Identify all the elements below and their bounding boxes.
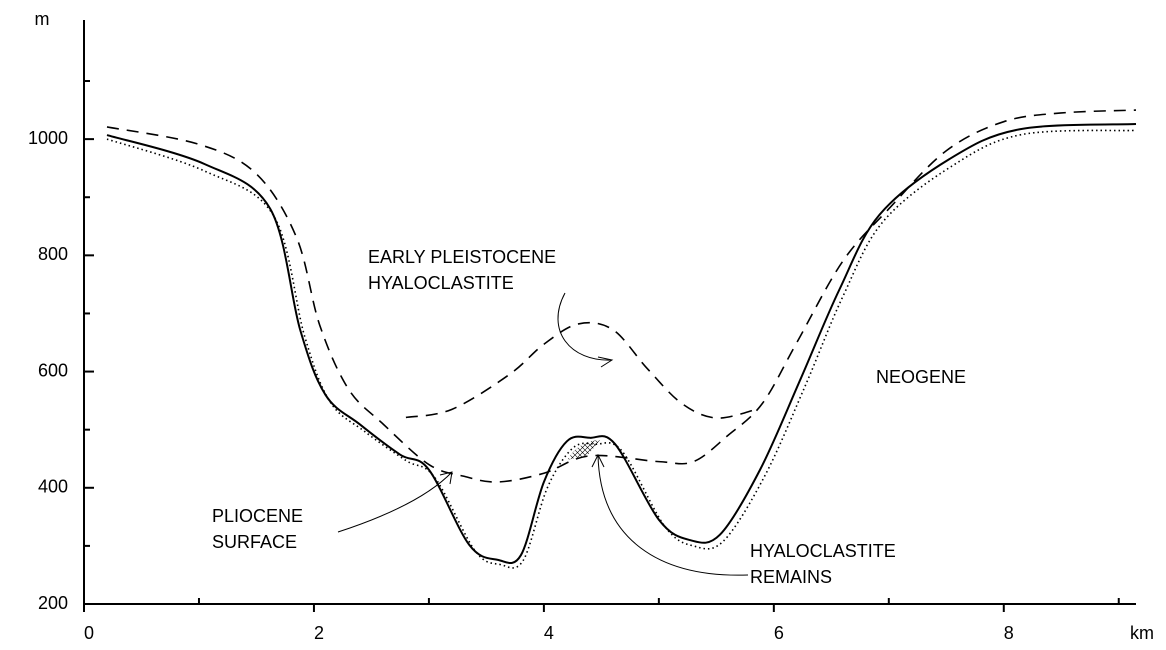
annotation: PLIOCENE	[212, 506, 303, 526]
profile-line	[106, 109, 1137, 483]
y-tick-label: 200	[38, 593, 68, 613]
x-tick-label: 0	[84, 623, 94, 643]
profile-line	[106, 129, 1137, 569]
arrow	[597, 454, 749, 576]
arrow	[337, 471, 453, 533]
x-tick-label: 8	[1004, 623, 1014, 643]
annotation: REMAINS	[750, 567, 832, 587]
x-axis-label: km	[1130, 623, 1154, 643]
annotation: EARLY PLEISTOCENE	[368, 247, 556, 267]
profile-line	[106, 123, 1137, 565]
annotation: HYALOCLASTITE	[750, 541, 896, 561]
arrow-head	[439, 471, 453, 485]
arrow	[557, 292, 613, 361]
annotation: HYALOCLASTITE	[368, 273, 514, 293]
annotation: SURFACE	[212, 532, 297, 552]
arrow-head	[597, 356, 614, 368]
hatch	[567, 440, 600, 460]
x-tick-label: 4	[544, 623, 554, 643]
x-tick-label: 6	[774, 623, 784, 643]
y-axis-label: m	[35, 9, 50, 29]
annotation: NEOGENE	[876, 367, 966, 387]
profile-line	[405, 321, 757, 419]
arrows	[337, 292, 749, 576]
y-tick-label: 400	[38, 477, 68, 497]
y-tick-label: 600	[38, 360, 68, 380]
y-tick-label: 1000	[28, 128, 68, 148]
y-tick-label: 800	[38, 244, 68, 264]
x-tick-label: 2	[314, 623, 324, 643]
